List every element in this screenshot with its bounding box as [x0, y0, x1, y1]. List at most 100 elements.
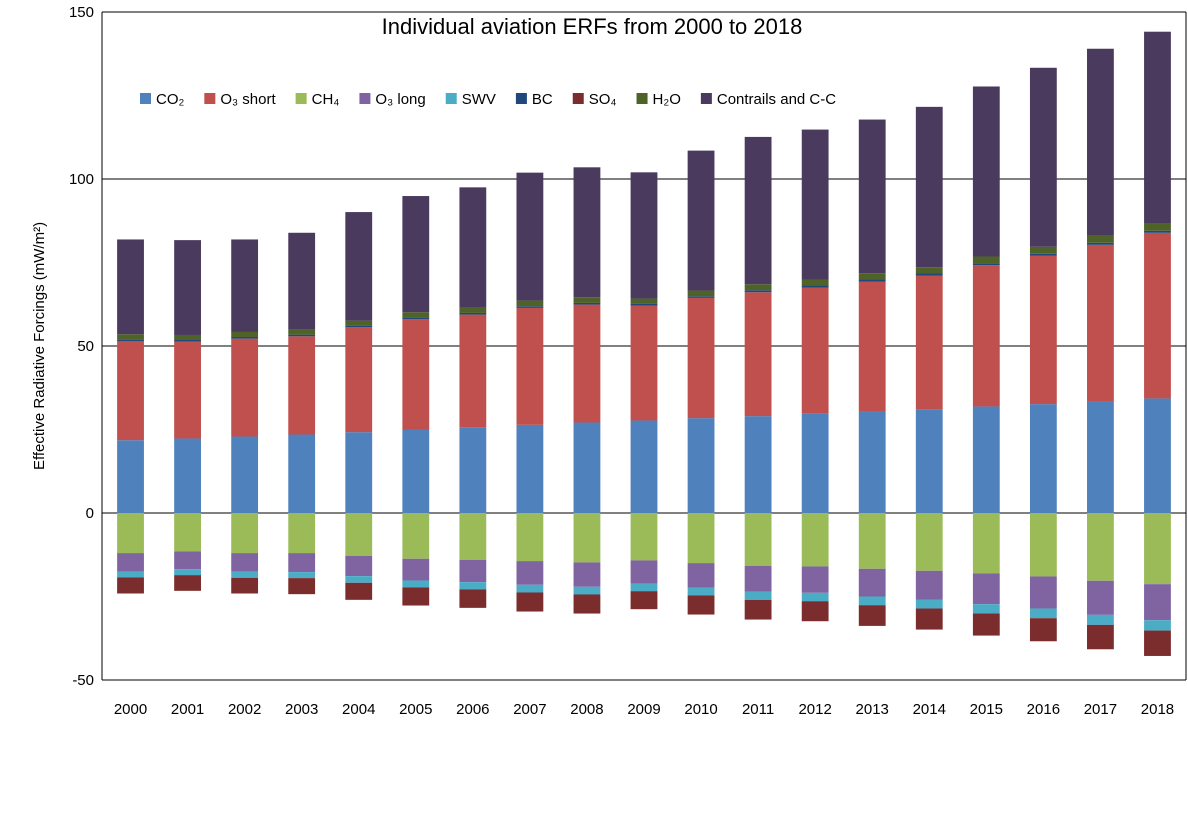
bar-segment	[345, 576, 373, 583]
bar-segment	[1087, 614, 1114, 625]
bar-segment	[858, 605, 886, 626]
bar-segment	[744, 416, 772, 513]
bar-segment	[1029, 618, 1057, 642]
bar-segment	[402, 312, 430, 318]
bar-segment	[744, 591, 772, 600]
bar-segment	[687, 297, 715, 419]
legend-label: BC	[532, 91, 553, 108]
x-tick-label: 2000	[114, 701, 147, 718]
bar-segment	[231, 331, 259, 337]
legend-swatch	[140, 93, 151, 104]
bar-segment	[231, 336, 259, 339]
y-tick-label: -50	[72, 672, 94, 689]
bar-segment	[915, 608, 943, 630]
bar-segment	[687, 595, 715, 615]
legend-label: CH₄	[312, 91, 340, 108]
bar-segment	[915, 273, 943, 276]
bar-segment	[117, 571, 144, 578]
bar-segment	[573, 302, 601, 305]
bar-segment	[1087, 48, 1114, 236]
x-tick-label: 2012	[798, 701, 831, 718]
bar-segment	[630, 305, 658, 421]
bar-segment	[345, 582, 373, 600]
x-tick-label: 2018	[1141, 701, 1174, 718]
bar-segment	[801, 285, 829, 288]
bar-segment	[1144, 513, 1171, 585]
bar-segment	[801, 592, 829, 602]
x-tick-label: 2009	[627, 701, 660, 718]
bar-segment	[858, 411, 886, 513]
bar-segment	[972, 573, 1000, 605]
y-tick-label: 0	[86, 505, 94, 522]
bar-segment	[117, 334, 144, 340]
bar-segment	[174, 339, 201, 342]
bar-segment	[1087, 401, 1114, 513]
bar-segment	[345, 555, 373, 577]
bar-segment	[744, 292, 772, 417]
bar-segment	[516, 561, 544, 585]
bar-segment	[687, 150, 715, 291]
bar-segment	[459, 582, 487, 590]
bar-segment	[915, 513, 943, 571]
bar-segment	[231, 513, 259, 554]
bar-segment	[915, 570, 943, 600]
bar-segment	[1087, 513, 1114, 581]
bar-segment	[231, 338, 259, 437]
bar-segment	[915, 409, 943, 513]
bar-segment	[288, 578, 316, 595]
bar-segment	[288, 434, 316, 513]
bar-segment	[744, 513, 772, 566]
x-tick-label: 2017	[1084, 701, 1117, 718]
bar-segment	[459, 187, 487, 308]
bar-segment	[687, 587, 715, 596]
bar-segment	[1144, 584, 1171, 621]
bar-segment	[858, 273, 886, 280]
bar-segment	[516, 592, 544, 612]
bar-segment	[516, 584, 544, 593]
bar-segment	[459, 307, 487, 313]
bar-segment	[1087, 242, 1114, 245]
bar-segment	[972, 604, 1000, 614]
bar-segment	[630, 420, 658, 513]
bar-segment	[858, 279, 886, 282]
bar-segment	[1144, 31, 1171, 224]
bar-segment	[744, 599, 772, 620]
bar-segment	[915, 267, 943, 274]
legend-label: CO₂	[156, 91, 185, 108]
bar-segment	[402, 587, 430, 606]
legend-label: SO₄	[589, 91, 617, 108]
bar-segment	[858, 596, 886, 606]
bar-segment	[801, 566, 829, 593]
bar-segment	[516, 513, 544, 562]
bar-segment	[117, 577, 144, 594]
axes: -50 0 50 100 150 2000 2001 2002 2003 2004 2005 2006…	[69, 4, 1187, 718]
bar-segment	[573, 304, 601, 423]
bar-segment	[459, 427, 487, 513]
legend-swatch	[572, 93, 584, 104]
bar-segment	[972, 513, 1000, 574]
bar-segment	[801, 279, 829, 286]
x-tick-label: 2010	[684, 701, 717, 718]
bar-segment	[345, 513, 373, 556]
bar-segment	[459, 559, 487, 583]
x-tick-label: 2004	[342, 701, 375, 718]
bar-segment	[630, 513, 658, 561]
bar-segment	[573, 422, 601, 513]
bar-segment	[1087, 624, 1114, 650]
legend-swatch	[515, 93, 527, 104]
x-tick-label: 2008	[570, 701, 603, 718]
bar-segment	[972, 265, 1000, 407]
bar-segment	[174, 513, 201, 552]
x-tick-label: 2006	[456, 701, 489, 718]
bar-segment	[459, 589, 487, 608]
bar-segment	[288, 329, 316, 335]
bar-segment	[231, 436, 259, 513]
bar-segment	[1029, 576, 1057, 609]
bar-segment	[972, 256, 1000, 264]
legend-swatch	[359, 93, 371, 104]
bar-segment	[630, 298, 658, 304]
y-axis-label: Effective Radiative Forcings (mW/m²)	[31, 222, 48, 470]
x-tick-label: 2001	[171, 701, 204, 718]
bar-segment	[174, 438, 201, 513]
bar-segment	[402, 319, 430, 430]
